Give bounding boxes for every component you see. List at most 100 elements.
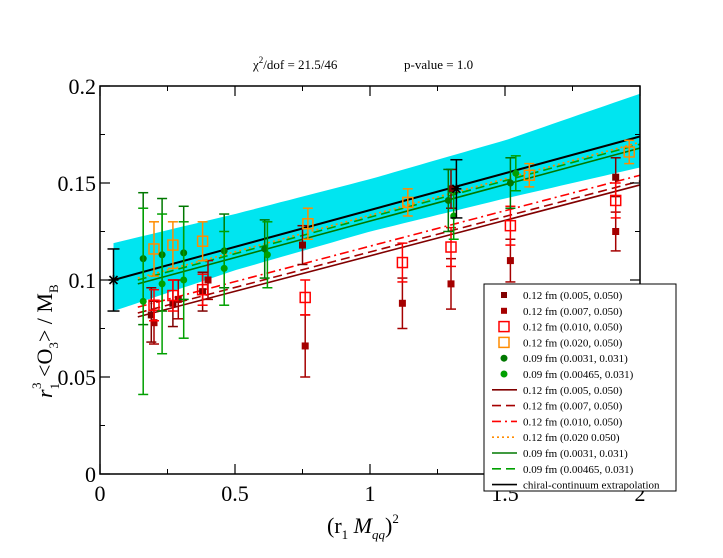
marker: [501, 307, 507, 314]
fit-line-7: [113, 135, 641, 281]
extrapolation-point-2: [450, 158, 463, 219]
error-band: [113, 93, 640, 311]
marker: [445, 241, 457, 253]
y-axis-title: r13 <O3> / MB: [29, 284, 62, 398]
chi-dof: /dof = 21.5/46: [263, 57, 338, 72]
marker: [204, 276, 212, 284]
data-point: [504, 205, 517, 246]
marker: [500, 354, 508, 362]
data-point: [148, 221, 160, 277]
legend-entry-line-1: 0.12 fm (0.005, 0.050): [492, 385, 623, 397]
legend-entry-points-5: 0.09 fm (0.0031, 0.031): [500, 353, 628, 365]
x-tick-label: 0: [95, 481, 106, 506]
data-point: [299, 279, 311, 316]
marker: [447, 280, 455, 288]
data-point: [443, 168, 454, 233]
data-point: [397, 277, 408, 330]
marker: [612, 173, 620, 181]
legend-label: 0.09 fm (0.00465, 0.031): [523, 464, 634, 476]
legend-entry-points-2: 0.12 fm (0.007, 0.050): [501, 306, 623, 318]
marker: [299, 241, 306, 249]
legend-entry-line-3: 0.12 fm (0.010, 0.050): [492, 416, 623, 428]
marker: [263, 251, 271, 259]
legend-entry-points-6: 0.09 fm (0.00465, 0.031): [500, 369, 634, 381]
marker: [498, 320, 510, 333]
data-point: [167, 279, 179, 312]
marker: [609, 194, 622, 207]
data-point: [148, 288, 160, 322]
marker: [167, 289, 179, 302]
data-point: [178, 221, 189, 339]
legend-label: 0.12 fm (0.005, 0.050): [523, 290, 623, 302]
fit-line-3: [137, 174, 641, 308]
data-point: [396, 242, 409, 283]
data-points-layer: [107, 139, 635, 396]
legend: 0.12 fm (0.005, 0.050) 0.12 fm (0.007, 0.…: [483, 283, 677, 492]
y-tick-label: 0.15: [58, 171, 97, 196]
y-tick-label: 0.2: [69, 74, 97, 99]
legend-label: 0.12 fm (0.007, 0.050): [523, 401, 623, 413]
marker: [402, 196, 414, 209]
marker: [498, 336, 510, 349]
fit-line-2: [137, 180, 641, 314]
extrapolation-point-1: [107, 248, 120, 312]
y-tick-label: 0: [85, 462, 96, 487]
legend-label: 0.09 fm (0.0031, 0.031): [523, 353, 628, 365]
data-point: [300, 314, 311, 378]
y-tick-label: 0.1: [69, 268, 97, 293]
legend-entry-points-1: 0.12 fm (0.005, 0.050): [501, 290, 623, 302]
marker: [506, 179, 514, 187]
data-point: [623, 139, 635, 165]
marker: [196, 283, 209, 296]
chart-title: χ2/dof = 21.5/46: [252, 55, 338, 72]
marker: [506, 257, 514, 265]
legend-entry-line-7: chiral-continuum extrapolation: [492, 480, 660, 492]
marker: [504, 219, 517, 232]
legend-label: 0.12 fm (0.020 0.050): [523, 432, 620, 444]
data-point: [167, 221, 179, 270]
marker: [196, 235, 209, 247]
fit-line-6: [137, 143, 641, 281]
marker: [447, 185, 455, 193]
marker: [220, 264, 228, 272]
marker: [623, 146, 635, 158]
data-point: [157, 213, 168, 355]
legend-entry-line-6: 0.09 fm (0.00465, 0.031): [492, 464, 634, 476]
x-tick-label: 2: [635, 481, 646, 506]
data-point: [402, 188, 414, 217]
data-point: [138, 207, 149, 396]
y-tick-label: 0.05: [58, 365, 97, 390]
svg-text:r13 <O3> / MB: r13 <O3> / MB: [29, 284, 62, 398]
fit-line-4: [137, 141, 641, 279]
fit-line-1: [137, 184, 641, 318]
legend-label: 0.12 fm (0.010, 0.050): [523, 322, 623, 334]
data-point: [196, 221, 209, 262]
marker: [302, 217, 314, 230]
marker: [158, 280, 166, 288]
marker: [501, 292, 507, 298]
fit-lines-layer: [113, 135, 641, 318]
data-point: [262, 221, 273, 289]
data-point: [196, 273, 209, 306]
marker: [500, 370, 508, 378]
legend-box: [483, 283, 677, 492]
marker: [148, 243, 160, 255]
legend-entry-line-5: 0.09 fm (0.0031, 0.031): [492, 448, 628, 460]
fit-line-5: [137, 147, 641, 285]
series-6: [138, 155, 521, 396]
marker: [612, 228, 620, 235]
marker: [398, 299, 406, 307]
chi-symbol: χ: [252, 57, 259, 72]
confidence-band-layer: [113, 93, 640, 311]
x-tick-label: 1: [365, 481, 376, 506]
data-point: [523, 162, 536, 188]
marker: [512, 169, 520, 177]
marker: [150, 319, 158, 327]
legend-entry-points-3: 0.12 fm (0.010, 0.050): [498, 320, 623, 334]
legend-label: 0.12 fm (0.010, 0.050): [523, 416, 623, 428]
marker: [523, 169, 536, 181]
marker: [261, 245, 269, 253]
legend-label: 0.12 fm (0.005, 0.050): [523, 385, 623, 397]
marker: [167, 239, 179, 251]
